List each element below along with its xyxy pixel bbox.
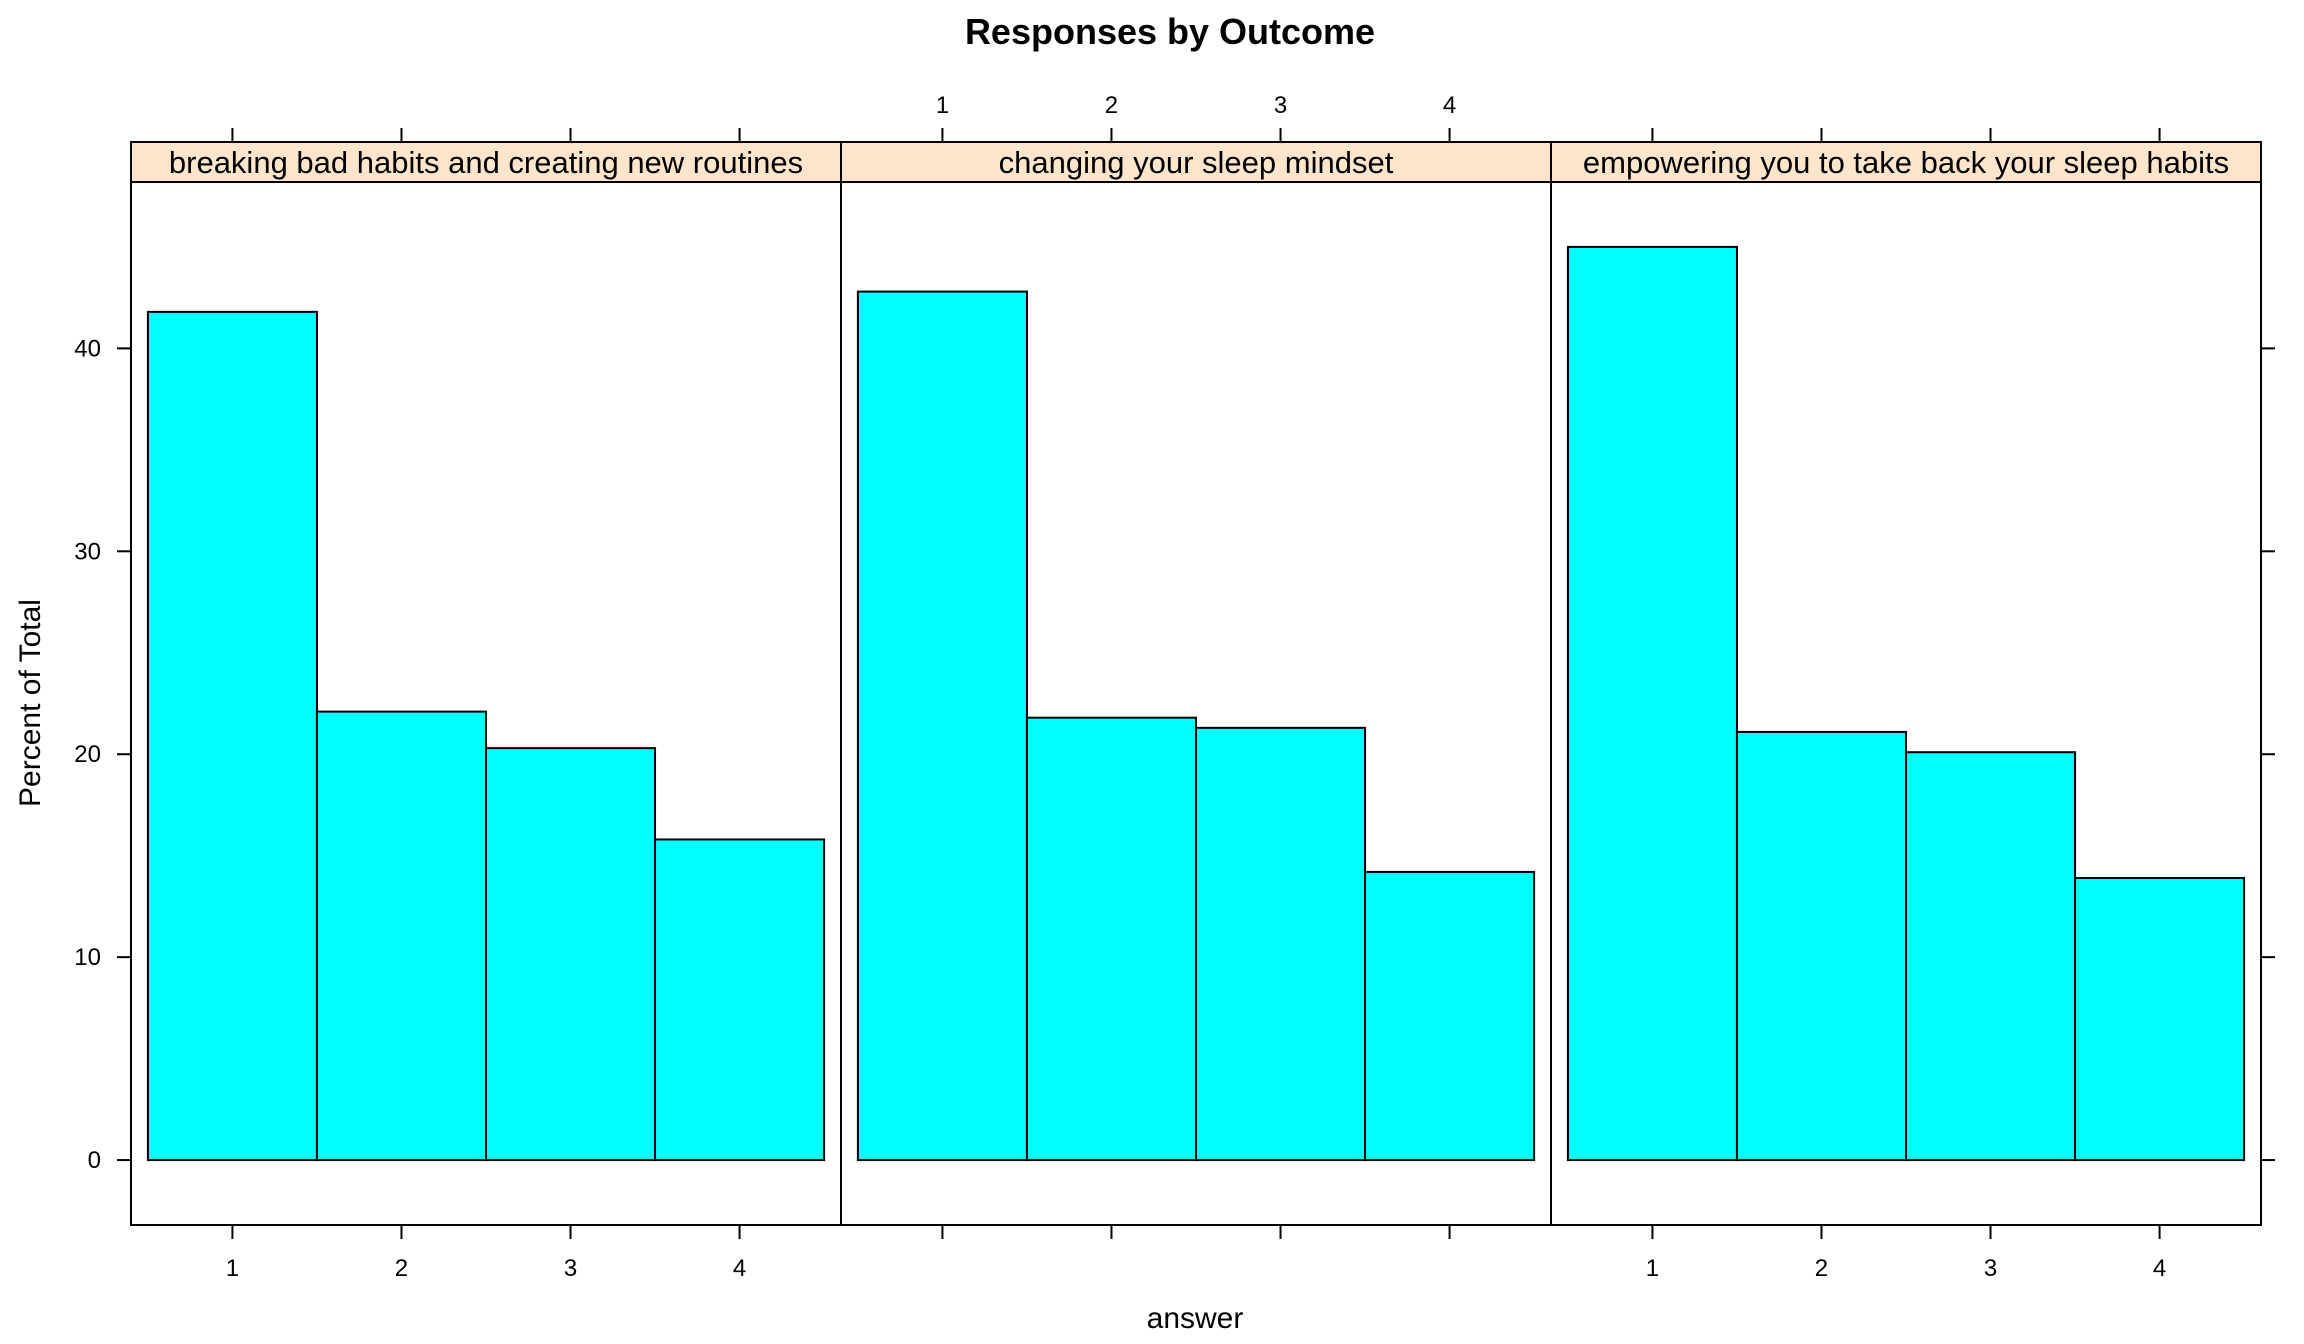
bar — [1025, 716, 1198, 1162]
panel: breaking bad habits and creating new rou… — [130, 128, 842, 1282]
x-tick-label-top: 2 — [1105, 92, 1118, 119]
y-tick-label: 20 — [74, 741, 101, 768]
bar — [485, 747, 657, 1162]
x-tick-label-bottom: 3 — [564, 1255, 577, 1282]
bar — [1364, 870, 1536, 1162]
bar — [1566, 245, 1738, 1162]
x-tick-label-bottom: 4 — [2153, 1255, 2166, 1282]
bar — [1735, 730, 1908, 1162]
x-tick-label-bottom: 4 — [733, 1255, 746, 1282]
y-axis-label: Percent of Total — [14, 599, 47, 807]
bar — [856, 290, 1028, 1162]
x-tick-label-top: 3 — [1274, 92, 1287, 119]
panel-frame — [1550, 181, 2262, 1226]
x-tick-label-bottom: 2 — [1815, 1255, 1828, 1282]
bar — [146, 310, 318, 1162]
bar — [315, 710, 488, 1162]
x-tick-label-top: 4 — [1443, 92, 1456, 119]
y-tick-label: 0 — [88, 1147, 101, 1174]
panel-strip — [840, 141, 1552, 183]
x-axis-label: answer — [1147, 1302, 1244, 1335]
panel-strip-label: changing your sleep mindset — [999, 145, 1394, 180]
x-tick-label-bottom: 3 — [1984, 1255, 1997, 1282]
x-tick-label-bottom: 1 — [226, 1255, 239, 1282]
bar — [654, 838, 826, 1162]
panel-strip-label: empowering you to take back your sleep h… — [1583, 145, 2229, 180]
chart-title: Responses by Outcome — [965, 11, 1375, 52]
panel-strip — [130, 141, 842, 183]
x-tick-label-bottom: 2 — [395, 1255, 408, 1282]
bar — [2074, 877, 2246, 1162]
y-tick-label: 30 — [74, 538, 101, 565]
bar — [1195, 726, 1367, 1162]
panel-strip-label: breaking bad habits and creating new rou… — [169, 145, 803, 180]
x-tick-label-top: 1 — [936, 92, 949, 119]
x-tick-label-bottom: 1 — [1646, 1255, 1659, 1282]
panel: changing your sleep mindset 1 2 3 4 — [840, 92, 1552, 1239]
panel: empowering you to take back your sleep h… — [1550, 128, 2262, 1282]
y-tick-label: 40 — [74, 335, 101, 362]
bar — [1905, 751, 2077, 1162]
panel-strip — [1550, 141, 2262, 183]
y-tick-label: 10 — [74, 944, 101, 971]
panels: breaking bad habits and creating new rou… — [74, 92, 2275, 1282]
